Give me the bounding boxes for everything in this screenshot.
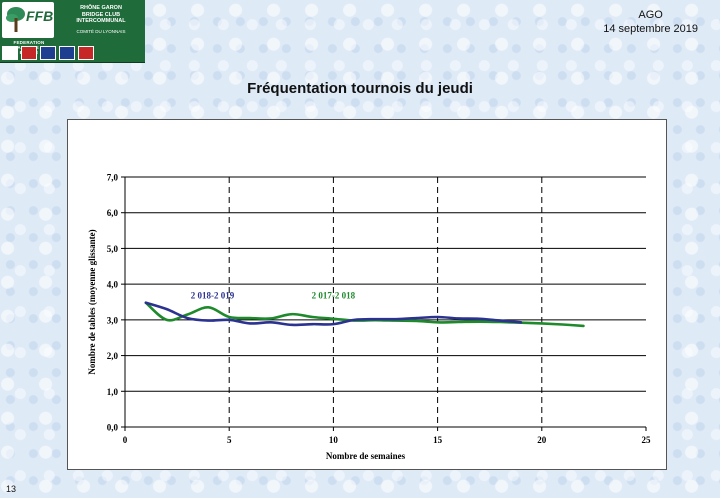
data-point-20172018 [541,322,543,325]
event-date: 14 septembre 2019 [603,23,698,35]
series-annotation: 2 018-2 019 [191,290,235,300]
badge-3 [40,46,56,60]
y-tick-label: 0,0 [107,423,119,433]
data-point-20172018 [291,313,293,315]
line-chart: 0,0 1,0 2,0 3,0 4,0 5,0 6,0 7,0 0 5 10 15 20 25 Nombre… [87,173,651,462]
data-point-20182019 [374,318,376,320]
data-point-20172018 [311,316,314,318]
slide-title: Fréquentation tournois du jeudi [247,80,473,97]
event-name: AGO [638,9,663,21]
data-point-20172018 [582,325,585,327]
data-point-20182019 [520,321,522,323]
x-tick-label: 5 [227,435,232,445]
chart-series [144,301,585,328]
data-point-20172018 [332,318,334,320]
data-point-20172018 [207,306,209,308]
data-point-20182019 [437,316,439,318]
badge-2 [21,46,37,60]
ffb-text: FFB [26,8,54,24]
data-point-20182019 [395,318,397,320]
data-point-20182019 [478,318,480,320]
y-tick-label: 3,0 [107,315,119,325]
data-point-20182019 [228,319,230,321]
club-logo: FFB FEDERATION FRANCAISE DE BRIDGE RHÔNE… [0,0,145,63]
chart-frame: 0,0 1,0 2,0 3,0 4,0 5,0 6,0 7,0 0 5 10 15 20 25 Nombre… [67,119,667,470]
page-number: 13 [6,484,17,494]
data-point-20182019 [166,308,168,310]
data-point-20182019 [332,323,334,325]
club-name-line2: BRIDGE CLUB [81,11,121,18]
ffb-logo: FFB [2,2,54,38]
y-tick-label: 7,0 [107,173,119,183]
y-tick-label: 6,0 [107,208,119,218]
data-point-20172018 [228,316,230,318]
series-annotation: 2 017-2 018 [312,290,356,300]
data-point-20172018 [457,321,460,323]
data-point-20182019 [291,324,293,326]
x-tick-label: 25 [642,435,652,445]
data-point-20182019 [249,322,251,325]
badge-5 [78,46,94,60]
club-name-line3: INTERCOMMUNAL [76,18,126,24]
chart-axes: 0,0 1,0 2,0 3,0 4,0 5,0 6,0 7,0 0 5 10 15 20 25 Nombre… [87,173,651,462]
y-tick-label: 5,0 [107,244,119,254]
club-name-line1: RHÔNE GARON [80,5,122,11]
data-point-20182019 [311,323,314,325]
data-point-20182019 [499,319,501,322]
x-tick-label: 0 [123,435,128,445]
badge-1 [2,46,18,60]
x-tick-label: 15 [433,435,443,445]
data-point-20172018 [166,319,168,321]
y-tick-label: 4,0 [107,280,119,290]
data-point-20172018 [249,317,251,319]
x-axis-title: Nombre de semaines [326,451,406,461]
club-subtitle: COMITÉ DU LYONNAIS [76,29,126,34]
y-tick-label: 2,0 [107,351,119,361]
data-point-20172018 [416,320,418,322]
data-point-20182019 [270,321,272,323]
data-point-20182019 [145,302,147,304]
data-point-20182019 [416,317,418,319]
x-tick-label: 10 [329,435,339,445]
data-point-20172018 [562,323,564,326]
data-point-20172018 [437,321,439,323]
data-point-20182019 [186,317,189,319]
data-point-20182019 [457,317,460,320]
data-point-20172018 [478,321,480,323]
x-tick-label: 20 [537,435,547,445]
data-point-20172018 [186,313,189,316]
header-info: AGO 14 septembre 2019 [603,8,698,36]
y-tick-label: 1,0 [107,387,119,397]
tree-icon [6,7,25,32]
chart-grid [125,176,646,427]
chart-labels: 2 018-2 019 2 017-2 018 [191,290,356,300]
data-point-20172018 [270,317,272,320]
y-axis-title: Nombre de tables (moyenne glissante) [87,229,97,374]
data-point-20182019 [353,319,355,321]
club-badges [2,46,94,60]
club-name: RHÔNE GARON BRIDGE CLUB INTERCOMMUNAL [60,5,142,25]
data-point-20182019 [207,319,209,322]
badge-4 [59,46,75,60]
